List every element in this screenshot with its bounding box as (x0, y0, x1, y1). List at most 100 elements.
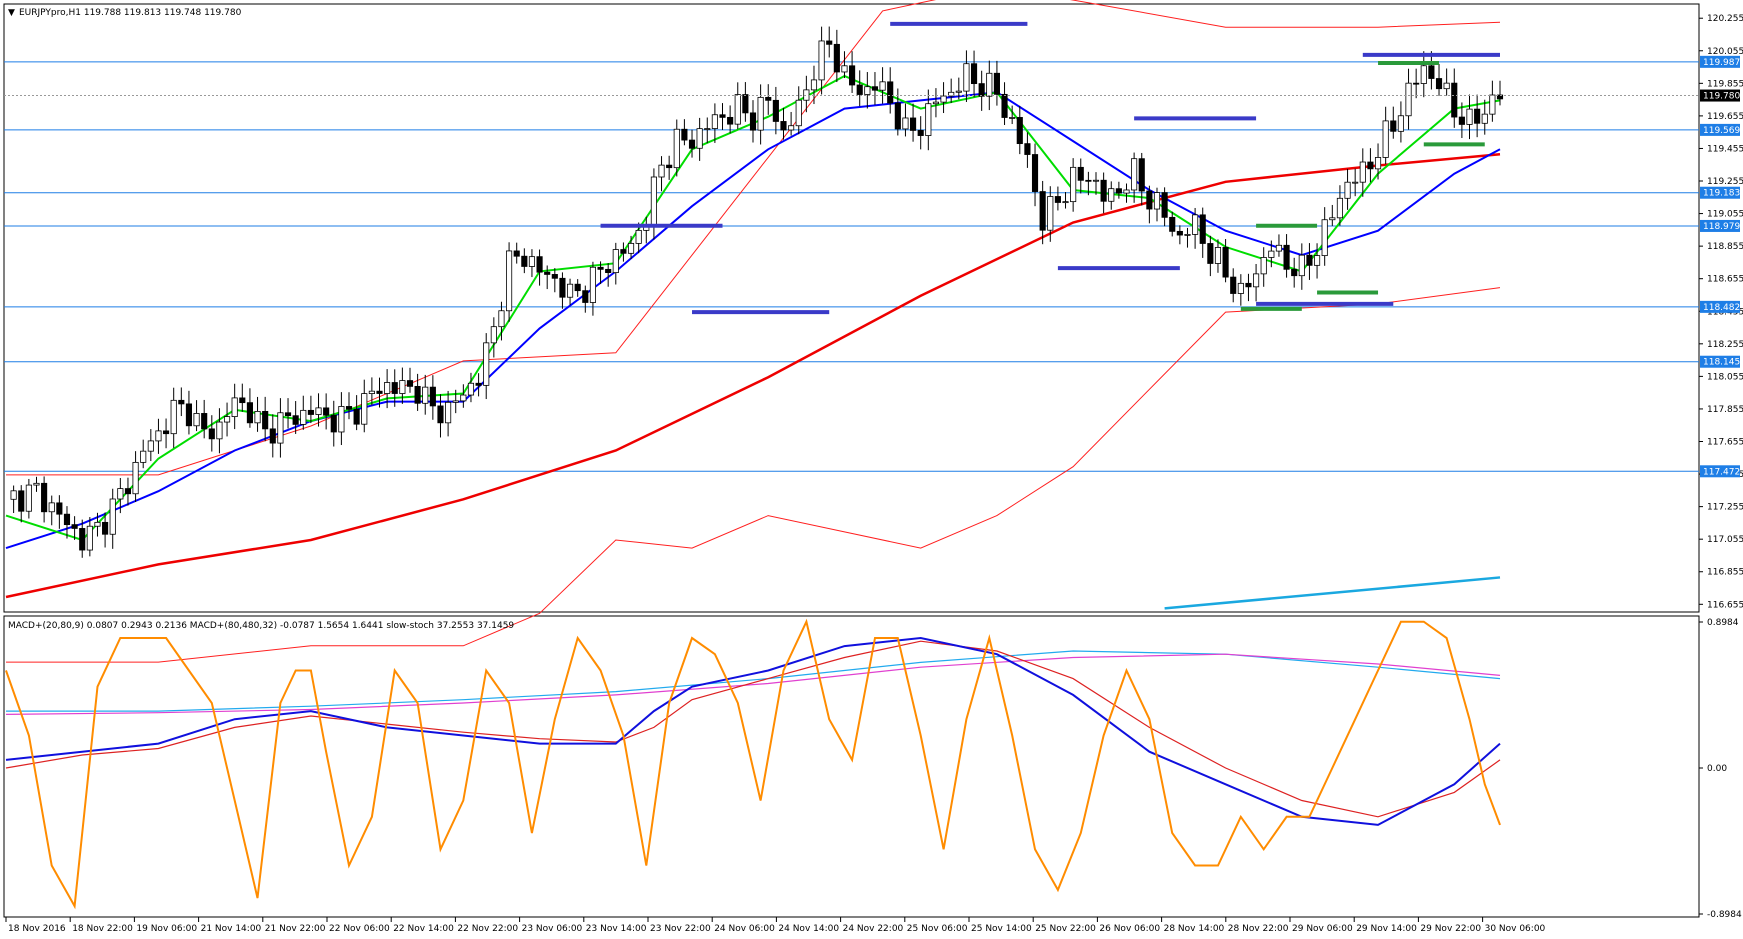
candle-body (620, 249, 627, 254)
candle-body (345, 406, 353, 410)
candle-body (932, 101, 940, 105)
time-tick-label: 24 Nov 22:00 (843, 924, 904, 934)
candle-body (1268, 250, 1275, 258)
candle-body (841, 65, 848, 73)
candle-body (1420, 65, 1427, 84)
level-label-box (1700, 300, 1740, 313)
chart-title-arrow-icon[interactable]: ▼ (8, 8, 15, 18)
candle-body (490, 326, 497, 344)
candle-body (1313, 255, 1321, 266)
candle-body (193, 413, 200, 427)
candle-body (559, 277, 566, 298)
candle-body (734, 94, 741, 125)
candle-body (635, 229, 642, 244)
price-pane[interactable] (3, 3, 1700, 613)
candle-body (1253, 273, 1260, 288)
candle-body (963, 63, 970, 92)
candle-body (818, 40, 825, 81)
level-label-box (1700, 123, 1740, 136)
indicator-pane[interactable] (3, 615, 1700, 918)
candle-body (528, 256, 536, 267)
time-axis: 18 Nov 2016 18 Nov 22:00 19 Nov 06:00 21 No… (5, 917, 1546, 934)
candle-body (208, 428, 215, 440)
candle-body (376, 390, 383, 394)
price-tick-label: 117.055 (1707, 535, 1743, 545)
time-tick-label: 23 Nov 22:00 (650, 924, 711, 934)
candle-body (681, 128, 688, 141)
candle-body (216, 421, 223, 440)
time-tick-label: 21 Nov 22:00 (265, 924, 326, 934)
level-label-text: 119.183 (1703, 189, 1740, 199)
candle-body (673, 128, 680, 169)
candle-body (521, 255, 528, 267)
candle-body (910, 117, 917, 131)
candle-body (902, 117, 909, 130)
candle-body (71, 524, 78, 529)
candle-body (445, 401, 452, 424)
level-label-box (1700, 186, 1740, 199)
candle-body (460, 394, 467, 402)
candle-body (1024, 143, 1031, 155)
time-tick-label: 24 Nov 14:00 (778, 924, 839, 934)
candle-body (1367, 161, 1374, 170)
candle-body (589, 266, 596, 303)
candle-body (1260, 257, 1267, 275)
candle-body (536, 256, 543, 273)
candle-body (696, 128, 703, 149)
time-tick-label: 29 Nov 06:00 (1292, 924, 1353, 934)
candle-body (300, 409, 307, 425)
candle-body (1321, 219, 1328, 257)
time-tick-label: 29 Nov 22:00 (1420, 924, 1481, 934)
candle-body (780, 121, 787, 131)
candle-body (269, 428, 276, 444)
indicator-tick-label: 0.8984 (1707, 618, 1739, 628)
candle-body (1077, 166, 1084, 181)
price-tick-label: 120.255 (1707, 14, 1743, 24)
level-label-box (1700, 355, 1740, 368)
upper-band-line (6, 0, 1501, 476)
level-label-text: 118.482 (1703, 303, 1740, 313)
stoch-main-line (5, 618, 1501, 910)
candle-body (323, 407, 330, 416)
candle-body (1123, 189, 1130, 194)
time-tick-label: 28 Nov 22:00 (1228, 924, 1289, 934)
candle-body (307, 409, 314, 415)
candle-body (1298, 254, 1305, 277)
candle-body (666, 164, 673, 169)
candle-body (1474, 108, 1481, 124)
candle-body (650, 176, 657, 226)
candle-body (788, 125, 795, 131)
candle-body (1192, 214, 1199, 235)
candle-body (1374, 157, 1382, 170)
candle-body (605, 268, 612, 274)
candle-body (18, 490, 25, 512)
candle-body (25, 484, 32, 512)
price-tick-label: 119.855 (1707, 79, 1743, 89)
time-tick-label: 30 Nov 06:00 (1485, 924, 1546, 934)
candle-body (1100, 179, 1107, 202)
candle-body (1397, 115, 1404, 132)
candle-body (1039, 191, 1046, 231)
candle-body (239, 397, 246, 404)
candle-body (1489, 94, 1496, 115)
candle-body (1496, 94, 1504, 100)
candle-body (1405, 82, 1412, 117)
time-tick-label: 22 Nov 06:00 (329, 924, 390, 934)
candle-body (262, 410, 269, 430)
price-tick-label: 117.855 (1707, 405, 1743, 415)
candle-body (368, 390, 375, 394)
price-tick-label: 118.655 (1707, 275, 1743, 285)
candle-body (1306, 254, 1313, 266)
candle-body (856, 84, 863, 95)
chart-title: EURJPYpro,H1 119.788 119.813 119.748 119… (19, 8, 242, 18)
candle-body (1070, 166, 1077, 203)
candle-body (566, 283, 574, 298)
time-tick-label: 25 Nov 14:00 (971, 924, 1032, 934)
candle-body (795, 99, 802, 127)
candle-body (1443, 82, 1450, 90)
candle-body (1458, 116, 1465, 125)
candle-body (688, 139, 696, 149)
indicator-lines (5, 618, 1501, 910)
price-tick-label: 116.655 (1707, 600, 1743, 610)
